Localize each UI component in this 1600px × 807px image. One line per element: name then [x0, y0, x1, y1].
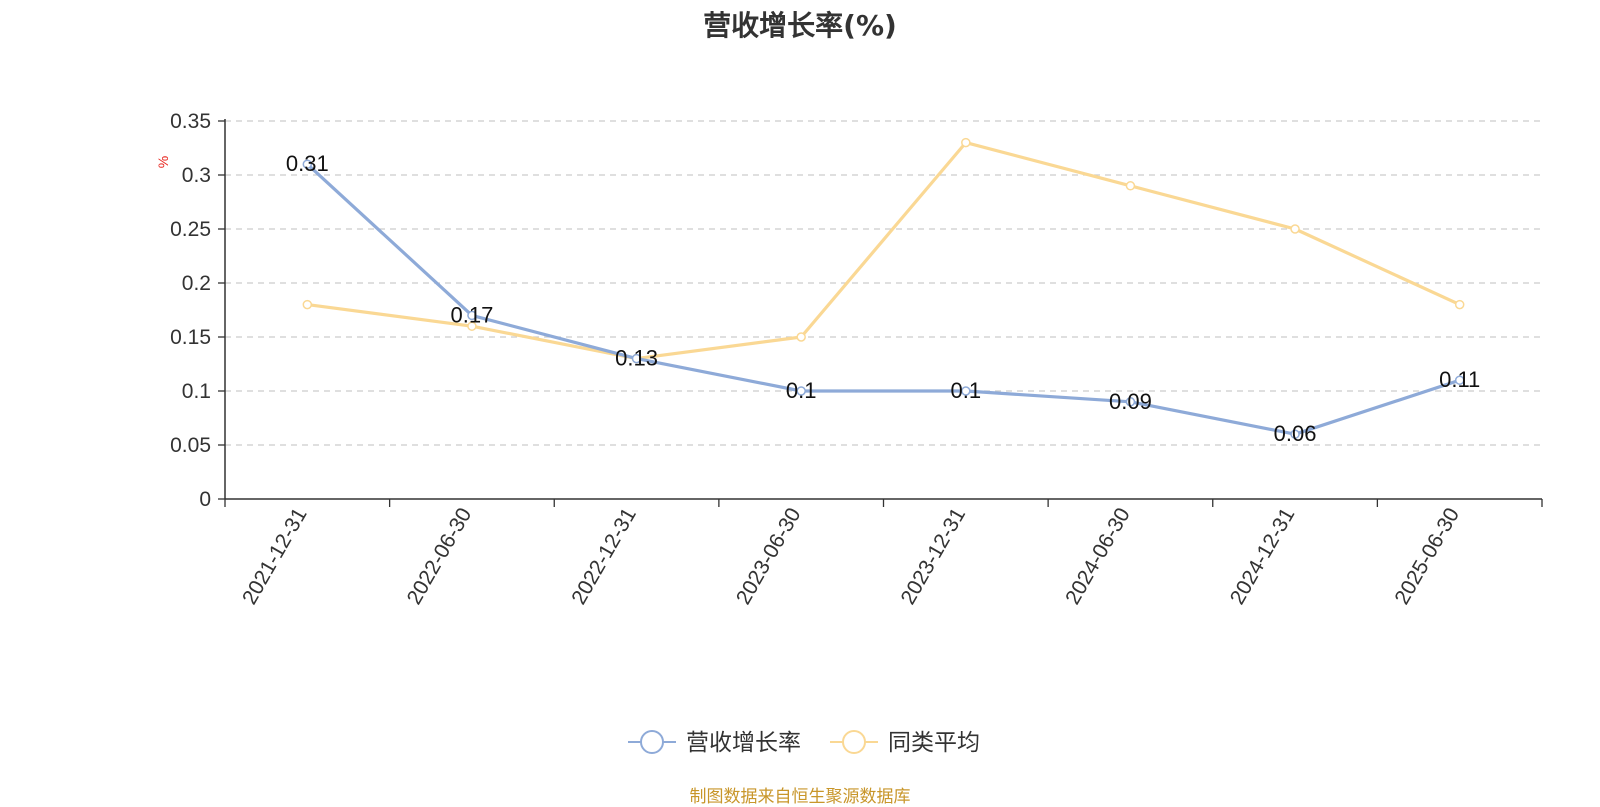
y-axis: 0 0.05 0.1 0.15 0.2 0.25 0.3 0.35 [170, 110, 226, 511]
data-label: 0.17 [451, 302, 494, 327]
data-label: 0.13 [615, 346, 658, 371]
y-tick-label: 0.05 [170, 434, 211, 457]
data-label: 0.11 [1439, 367, 1480, 392]
legend[interactable]: 营收增长率 同类平均 [628, 729, 980, 755]
y-tick-label: 0 [199, 488, 211, 511]
x-tick-label: 2023-06-30 [732, 504, 806, 609]
y-axis-unit-label: % [155, 156, 171, 168]
series-point [796, 332, 806, 342]
series-point [961, 386, 971, 396]
data-labels: 0.31 0.17 0.13 0.1 0.1 0.09 0.06 0.11 [286, 151, 1480, 446]
data-label: 0.09 [1109, 389, 1152, 414]
x-tick-label: 2021-12-31 [238, 504, 312, 609]
y-tick-label: 0.3 [182, 164, 211, 187]
series-point [1125, 181, 1136, 191]
data-label: 0.1 [951, 378, 982, 403]
y-tick-label: 0.1 [182, 380, 211, 403]
chart-title: 营收增长率(%) [703, 9, 897, 42]
legend-item-1[interactable]: 营收增长率 [628, 729, 801, 755]
data-label: 0.31 [286, 151, 329, 176]
x-tick-label: 2024-12-31 [1226, 504, 1300, 609]
grid-lines [225, 120, 1542, 446]
series-point [1454, 299, 1465, 310]
data-source-note: 制图数据来自恒生聚源数据库 [689, 787, 911, 807]
x-tick-label: 2025-06-30 [1390, 504, 1464, 609]
series-point [631, 353, 642, 364]
y-tick-label: 0.25 [170, 218, 211, 241]
data-label: 0.1 [786, 378, 817, 403]
series-group [302, 137, 1465, 439]
series-point [1290, 429, 1300, 439]
series-point [302, 159, 313, 169]
x-axis: 2021-12-31 2022-06-30 2022-12-31 2023-06-30… [224, 498, 1543, 609]
x-tick-label: 2022-06-30 [403, 504, 477, 609]
series-point [961, 137, 971, 148]
series-line-1 [306, 163, 1461, 436]
y-tick-label: 0.35 [170, 110, 211, 133]
series-point [1454, 375, 1465, 385]
x-tick-label: 2023-12-31 [897, 504, 971, 609]
x-tick-label: 2024-06-30 [1061, 504, 1135, 609]
series-point [302, 299, 313, 310]
series-point [1290, 224, 1300, 234]
data-label: 0.06 [1274, 421, 1317, 446]
legend-label: 营收增长率 [686, 729, 801, 755]
series-line-2 [307, 141, 1461, 361]
legend-marker [842, 730, 866, 754]
legend-item-2[interactable]: 同类平均 [830, 729, 980, 755]
series-point [1125, 397, 1136, 407]
legend-marker [640, 730, 664, 754]
legend-label: 同类平均 [888, 729, 980, 755]
y-tick-label: 0.15 [170, 326, 211, 349]
series-point [796, 386, 806, 396]
x-tick-label: 2022-12-31 [567, 504, 641, 609]
series-point [467, 321, 477, 331]
series-point [467, 310, 477, 321]
y-tick-label: 0.2 [182, 272, 211, 295]
